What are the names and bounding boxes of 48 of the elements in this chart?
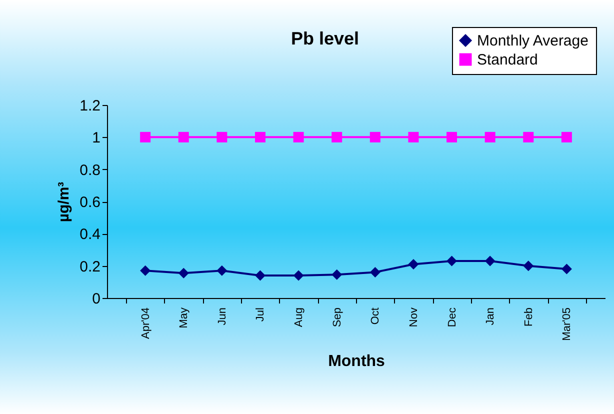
point: [370, 267, 380, 278]
y-tick-label: 0.2: [80, 258, 100, 276]
point: [561, 132, 572, 142]
x-tick-label: Apr'04: [140, 308, 152, 339]
point: [293, 270, 304, 281]
point: [178, 132, 189, 142]
point: [140, 132, 151, 142]
point: [216, 265, 228, 276]
point: [408, 258, 419, 270]
point: [216, 132, 228, 142]
point: [332, 269, 342, 280]
legend-label: Monthly Average: [477, 32, 588, 50]
point: [332, 132, 342, 142]
point: [178, 268, 189, 278]
point: [446, 132, 458, 142]
y-tick-label: 0.6: [80, 194, 100, 211]
x-tick-label: Jun: [216, 308, 228, 326]
legend-label: Standard: [477, 52, 538, 68]
point: [254, 270, 266, 281]
chart-title: Pb level: [290, 28, 360, 48]
y-axis-title: µg/m³: [56, 182, 73, 222]
point: [254, 132, 266, 142]
point: [523, 260, 534, 272]
x-tick-label: Oct: [370, 308, 382, 325]
point: [523, 132, 534, 142]
x-tick-label: Sep: [331, 308, 344, 328]
x-tick-label: Aug: [293, 308, 306, 328]
x-axis-title: Months: [328, 352, 386, 370]
point: [370, 132, 380, 142]
point: [484, 256, 496, 266]
point: [484, 132, 496, 142]
x-tick-label: Feb: [522, 308, 535, 326]
y-tick-label: 0.8: [80, 162, 100, 179]
x-tick-label: Jul: [254, 308, 267, 322]
y-tick-label: 1: [92, 130, 100, 147]
point: [408, 132, 419, 142]
y-tick-label: 0: [92, 290, 100, 308]
x-tick-label: May: [178, 307, 190, 328]
x-tick-label: Jan: [484, 308, 497, 326]
point: [140, 265, 151, 276]
y-tick-label: 1.2: [80, 98, 100, 114]
point: [446, 256, 458, 266]
x-tick-label: Dec: [446, 307, 458, 328]
x-tick-label: Mar'05: [561, 308, 574, 341]
point: [561, 264, 572, 274]
x-tick-label: Nov: [408, 307, 420, 328]
y-tick-label: 0.4: [80, 226, 100, 244]
point: [293, 132, 304, 142]
